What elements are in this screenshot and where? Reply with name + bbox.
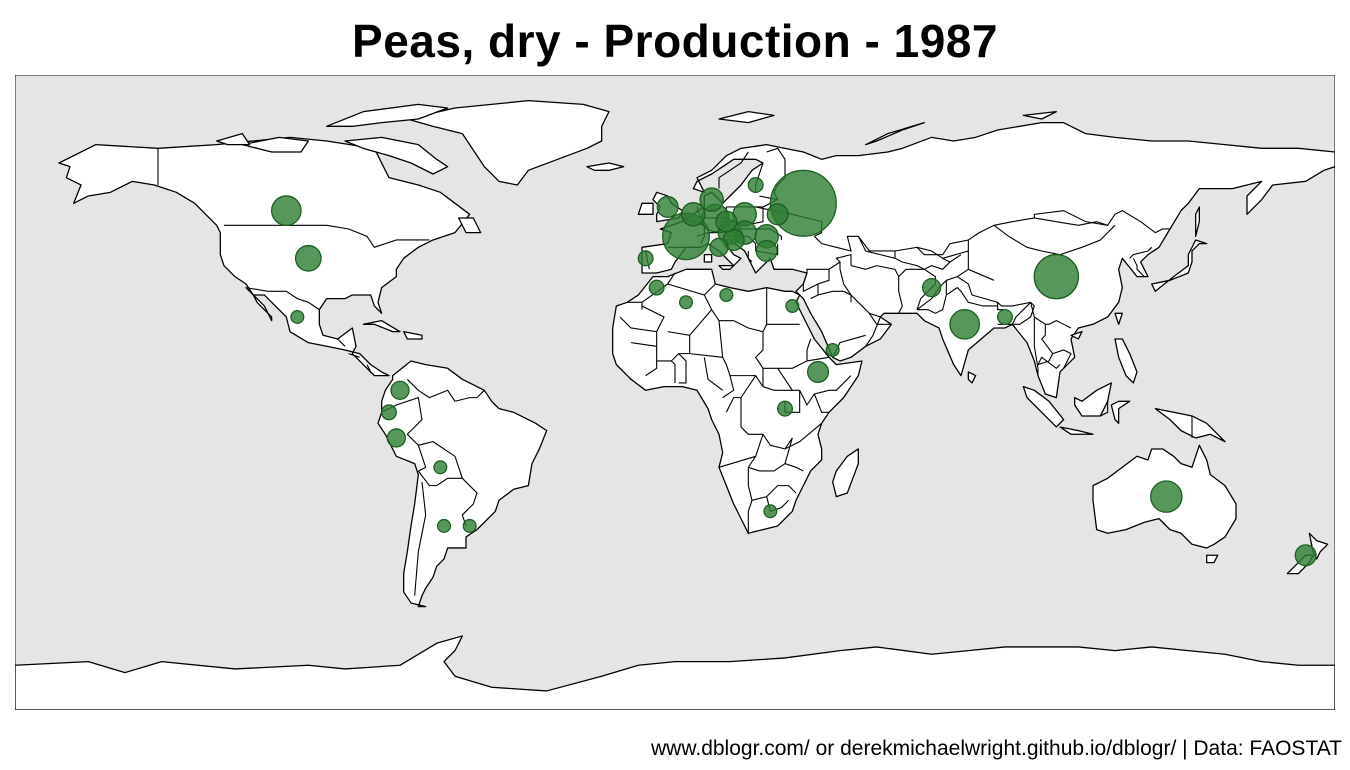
sumatra (1022, 385, 1065, 428)
taiwan (1114, 312, 1123, 325)
production-bubble (294, 244, 322, 272)
production-bubble (769, 169, 837, 237)
ellesmere-island (326, 103, 449, 127)
antarctica (15, 635, 1335, 710)
production-bubbles (270, 169, 1317, 567)
baffin-island (344, 136, 449, 175)
sicily (718, 265, 735, 270)
africa-landmass (612, 268, 863, 534)
production-bubble (462, 518, 477, 533)
source-caption: www.dblogr.com/ or derekmichaelwright.gi… (651, 737, 1342, 760)
us-mexico-border (245, 287, 320, 311)
production-bubble (755, 239, 778, 263)
production-bubble (681, 202, 706, 227)
philippines (1114, 338, 1138, 384)
production-bubble (386, 428, 406, 448)
central-america-borders (337, 338, 372, 373)
north-america-landmass (58, 136, 471, 377)
production-bubble (785, 298, 800, 313)
victoria-island (241, 136, 309, 153)
russia-borders (813, 210, 1170, 256)
production-bubble (719, 287, 734, 302)
hispaniola (403, 330, 423, 340)
south-asia-borders (917, 280, 998, 314)
sri-lanka (967, 371, 977, 384)
severnaya-zemlya (1022, 111, 1057, 120)
production-bubble (678, 295, 694, 310)
sakhalin (1195, 206, 1200, 237)
java (1059, 426, 1094, 435)
iceland (586, 162, 625, 171)
greenland (406, 100, 610, 186)
production-bubble (290, 309, 305, 324)
production-bubble (1150, 480, 1183, 513)
tasmania (1206, 554, 1219, 564)
baja-california (245, 287, 273, 322)
sardinia (703, 254, 713, 263)
novaya-zemlya (865, 122, 925, 146)
cuba (362, 319, 401, 333)
ireland (637, 202, 654, 215)
production-bubble (648, 279, 665, 296)
new-guinea (1154, 407, 1226, 443)
production-bubble (747, 176, 764, 193)
production-bubble (390, 380, 410, 400)
production-bubble (436, 518, 452, 533)
production-bubble (1294, 544, 1317, 567)
central-asia-borders (857, 236, 995, 281)
us-canada-border (224, 224, 430, 248)
svalbard (718, 111, 775, 124)
production-bubble (656, 195, 679, 219)
map-title: Peas, dry - Production - 1987 (352, 15, 998, 67)
production-bubble (699, 187, 724, 212)
production-bubble (715, 210, 738, 233)
banks-island (216, 133, 251, 146)
newfoundland (458, 217, 482, 234)
borneo (1074, 382, 1112, 417)
japan (1151, 239, 1208, 292)
production-bubble (776, 400, 794, 417)
hainan (1070, 330, 1083, 340)
production-bubble (806, 360, 830, 384)
production-bubble (709, 237, 729, 257)
production-bubble (996, 308, 1014, 325)
sulawesi (1110, 400, 1131, 424)
production-bubble (380, 404, 398, 421)
se-asia-borders (1011, 301, 1109, 417)
production-bubble (949, 308, 981, 340)
production-bubble (1033, 253, 1080, 300)
production-bubble (637, 250, 654, 267)
production-bubble (922, 277, 942, 298)
world-map (15, 75, 1335, 710)
production-bubble (433, 460, 448, 475)
south-america-borders (381, 378, 485, 596)
madagascar (832, 448, 859, 498)
production-bubble (766, 203, 789, 226)
production-bubble (270, 195, 302, 227)
production-bubble (763, 504, 778, 519)
production-bubble (825, 342, 840, 357)
africa-borders (619, 272, 852, 534)
